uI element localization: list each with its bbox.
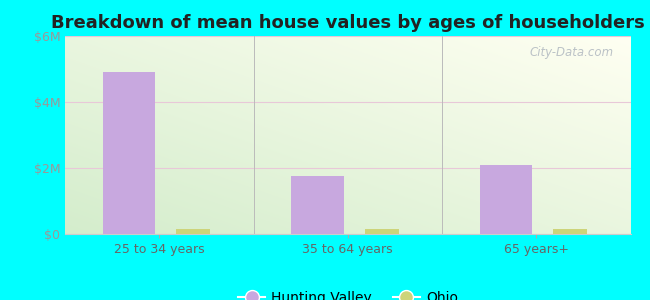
Bar <box>365 229 398 234</box>
Text: City-Data.com: City-Data.com <box>529 46 614 59</box>
Title: Breakdown of mean house values by ages of householders: Breakdown of mean house values by ages o… <box>51 14 645 32</box>
Bar <box>176 229 210 234</box>
Bar <box>553 229 587 234</box>
Legend: Hunting Valley, Ohio: Hunting Valley, Ohio <box>232 285 463 300</box>
Bar <box>291 176 344 234</box>
Bar <box>103 72 155 234</box>
Bar <box>480 165 532 234</box>
